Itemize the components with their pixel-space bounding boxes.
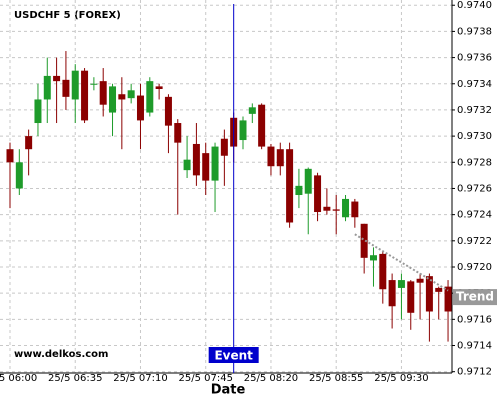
candle-body (286, 149, 294, 223)
candle-body (360, 223, 368, 258)
x-tick-label: 25/5 06:00 (0, 373, 37, 384)
candle-body (53, 75, 61, 82)
candle-body (183, 159, 191, 171)
trend-label: Trend (456, 290, 494, 304)
candle-body (425, 276, 433, 312)
candle-body (379, 253, 387, 290)
x-tick-label: 25/5 09:30 (374, 373, 428, 384)
trend-label-box (453, 289, 497, 306)
x-axis-label: Date (211, 383, 246, 398)
y-tick-label: 0.9722 (457, 236, 492, 247)
candle-body (127, 90, 135, 99)
candle-body (295, 185, 303, 196)
candle-body (34, 99, 42, 124)
y-tick-label: 0.9738 (457, 26, 492, 37)
y-tick-label: 0.9736 (457, 53, 492, 64)
x-tick-label: 25/5 08:55 (309, 373, 363, 384)
candle-body (220, 138, 228, 156)
candle-body (276, 149, 284, 167)
watermark: www.delkos.com (14, 349, 108, 360)
candle-body (118, 94, 126, 100)
y-tick-label: 0.9728 (457, 157, 492, 168)
event-label: Event (214, 349, 253, 363)
candle-body (304, 168, 312, 194)
y-tick-label: 0.9712 (457, 367, 492, 378)
y-tick-label: 0.9714 (457, 341, 492, 352)
candle-body (43, 75, 51, 100)
y-tick-label: 0.9724 (457, 210, 492, 221)
candle-body (388, 280, 396, 307)
candle-body (146, 81, 154, 113)
candle-body (416, 278, 424, 283)
candle-body (332, 209, 340, 211)
candle-body (444, 286, 452, 312)
x-tick-label: 25/5 08:20 (244, 373, 298, 384)
y-tick-label: 0.9734 (457, 79, 492, 90)
y-tick-label: 0.9716 (457, 314, 492, 325)
candle-body (192, 143, 200, 176)
candle-body (15, 162, 23, 189)
x-tick-label: 25/5 07:45 (178, 373, 232, 384)
x-tick-label: 25/5 06:35 (48, 373, 102, 384)
candle-body (99, 81, 107, 105)
candle-body (351, 201, 359, 218)
candle-body (397, 280, 405, 288)
candle-body (62, 79, 70, 97)
candle-body (174, 123, 182, 143)
candle-body (90, 83, 98, 85)
candle-body (164, 96, 172, 126)
candle-body (314, 175, 322, 213)
candle-body (6, 149, 14, 163)
candle-body (71, 70, 79, 100)
candle-body (369, 255, 377, 261)
y-tick-label: 0.9726 (457, 183, 492, 194)
chart-title: USDCHF 5 (FOREX) (14, 10, 121, 21)
candle-body (248, 107, 256, 114)
y-tick-label: 0.9740 (457, 0, 492, 11)
event-label-box (208, 347, 259, 363)
candle-body (136, 95, 144, 121)
candle-body (239, 120, 247, 141)
candle-body (435, 287, 443, 292)
candle-body (258, 104, 266, 147)
candle-body (323, 206, 331, 211)
candle-body (155, 86, 163, 89)
candle-body (407, 281, 415, 313)
x-tick-label: 25/5 07:10 (113, 373, 167, 384)
candle-body (267, 146, 275, 167)
candle-body (342, 198, 350, 218)
candle-body (25, 136, 33, 150)
y-tick-label: 0.9720 (457, 262, 492, 273)
candle-body (202, 153, 210, 181)
candle-body (81, 70, 89, 121)
y-tick-label: 0.9730 (457, 131, 492, 142)
candle-body (211, 146, 219, 181)
candle-body (109, 86, 117, 113)
y-tick-label: 0.9732 (457, 105, 492, 116)
